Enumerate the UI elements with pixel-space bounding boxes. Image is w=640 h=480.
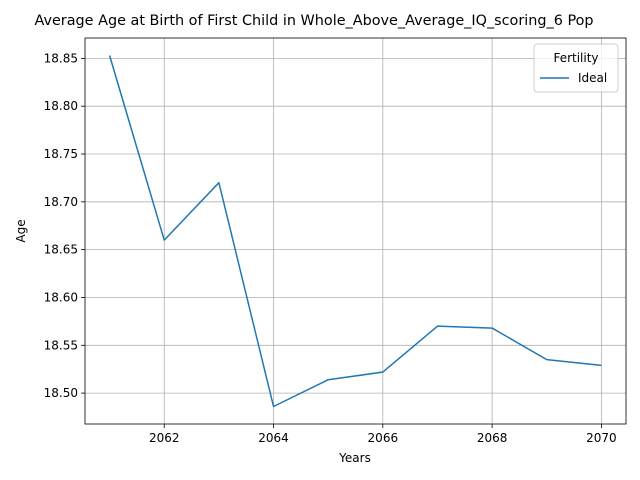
y-tick-label: 18.55 — [44, 338, 78, 352]
axes-frame — [84, 37, 627, 425]
legend-title: Fertility — [553, 51, 598, 65]
x-axis-label: Years — [338, 451, 371, 465]
y-tick-label: 18.85 — [44, 51, 78, 65]
x-tick-label: 2068 — [477, 431, 508, 445]
grid-lines — [85, 38, 626, 424]
x-axis-ticks: 2062 2064 2066 2068 2070 — [149, 424, 617, 445]
y-axis-label: Age — [14, 219, 28, 242]
legend: Fertility Ideal — [533, 43, 619, 93]
y-tick-label: 18.65 — [44, 243, 78, 257]
legend-label-ideal: Ideal — [578, 71, 607, 85]
x-tick-label: 2062 — [149, 431, 180, 445]
y-tick-label: 18.70 — [44, 195, 78, 209]
x-tick-label: 2066 — [368, 431, 399, 445]
y-tick-label: 18.50 — [44, 386, 78, 400]
series-line-ideal — [108, 55, 602, 408]
x-tick-label: 2070 — [586, 431, 617, 445]
y-tick-label: 18.60 — [44, 290, 78, 304]
series-layer — [108, 55, 602, 408]
y-axis-ticks: 18.50 18.55 18.60 18.65 18.70 18.75 18.80 18.85 — [44, 51, 85, 400]
y-tick-label: 18.75 — [44, 147, 78, 161]
x-tick-label: 2064 — [258, 431, 289, 445]
chart-title: Average Age at Birth of First Child in W… — [34, 13, 593, 29]
y-tick-label: 18.80 — [44, 99, 78, 113]
legend-box — [533, 43, 619, 93]
